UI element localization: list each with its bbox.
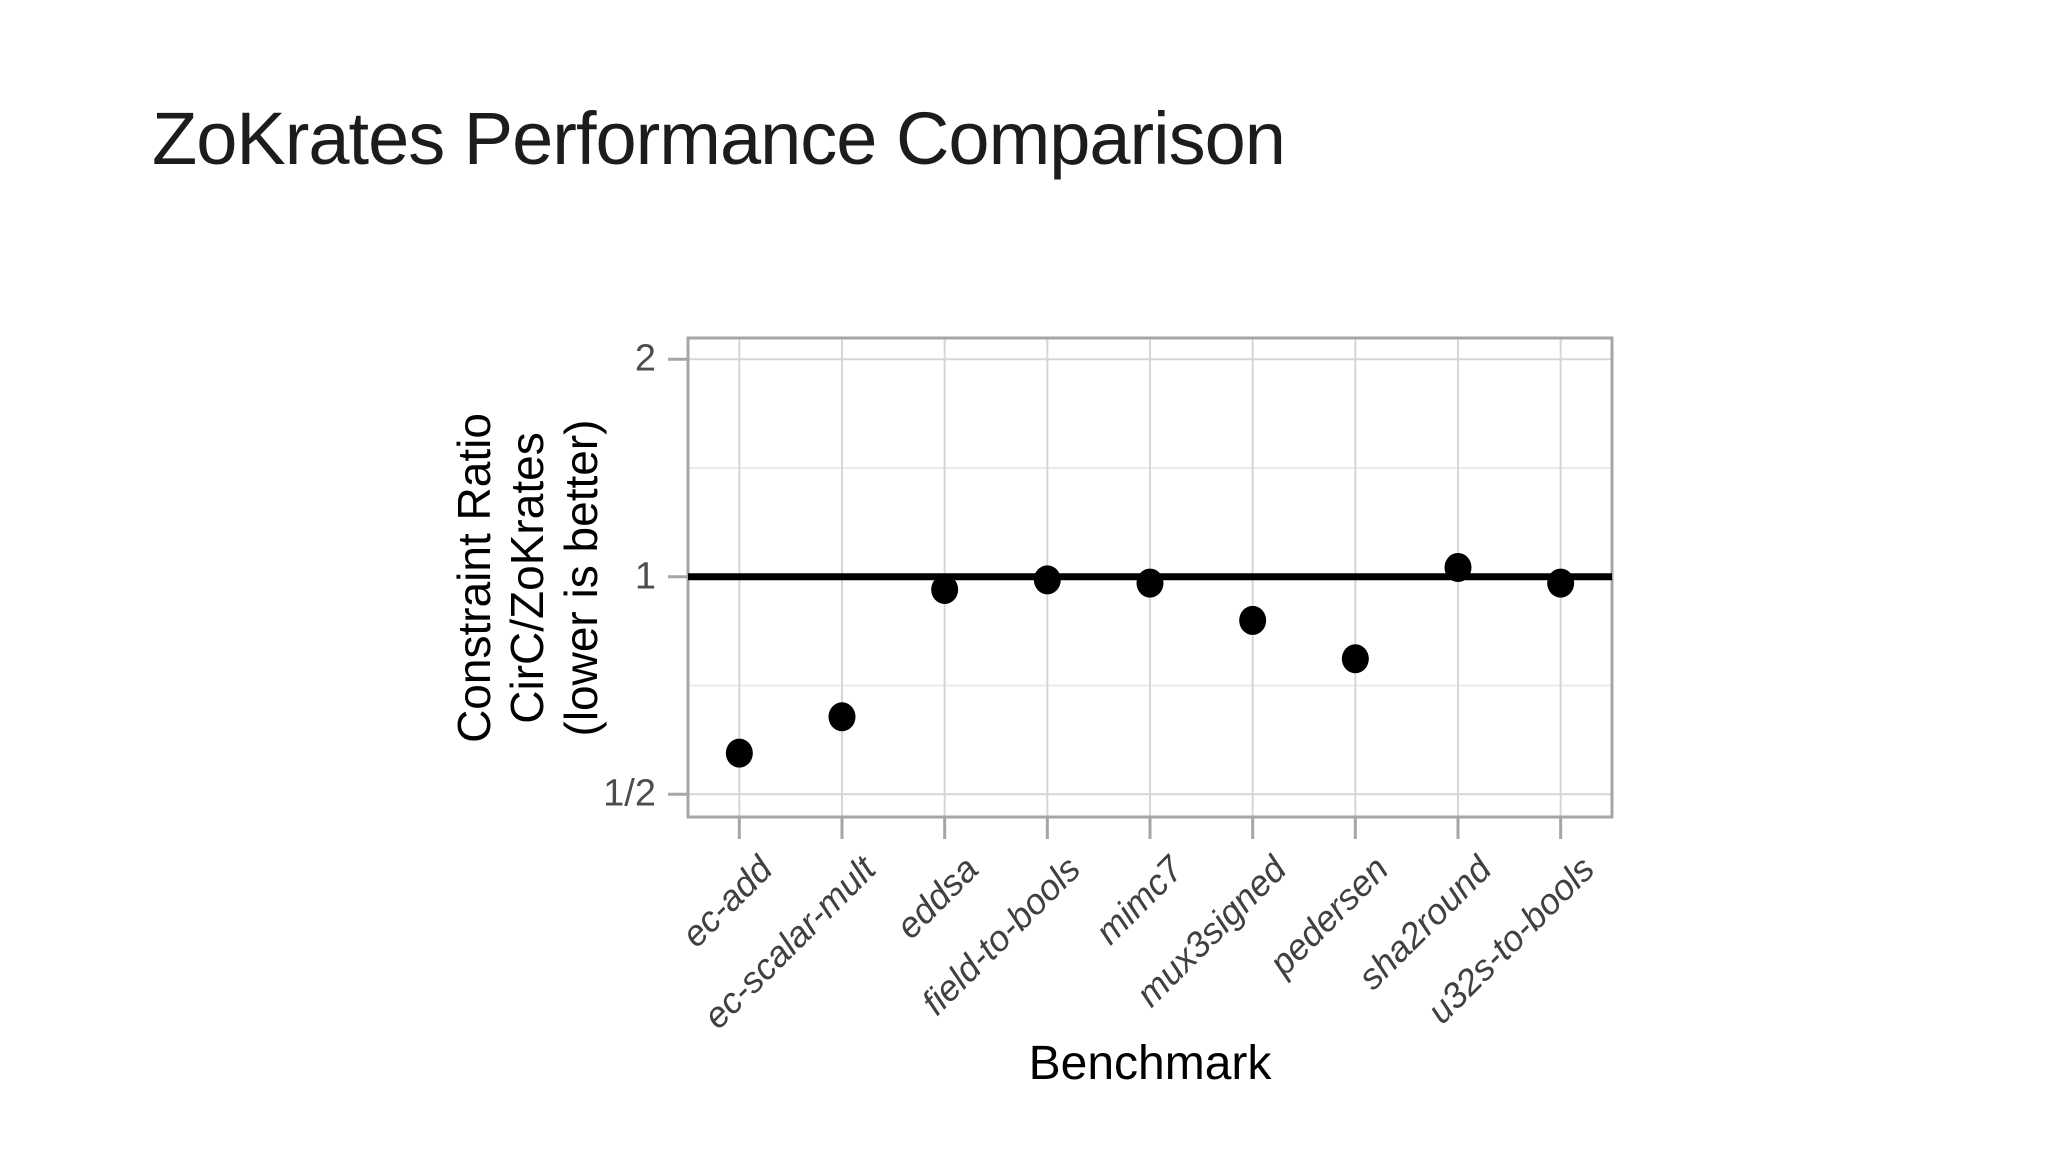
data-point xyxy=(1444,552,1472,582)
slide-title: ZoKrates Performance Comparison xyxy=(152,97,1286,180)
data-point xyxy=(725,738,753,768)
data-point xyxy=(1239,605,1267,635)
x-axis-title: Benchmark xyxy=(1028,1037,1272,1090)
y-axis-title-line2: CirC/ZoKrates xyxy=(501,432,554,724)
y-tick-label: 1 xyxy=(634,555,656,598)
y-tick-label: 1/2 xyxy=(603,772,656,815)
y-axis-title-line1: Constraint Ratio xyxy=(447,413,500,743)
y-axis-title: Constraint Ratio CirC/ZoKrates (lower is… xyxy=(448,413,608,743)
data-point xyxy=(828,702,856,732)
y-axis-title-line3: (lower is better) xyxy=(554,419,607,737)
data-point xyxy=(1547,568,1575,598)
data-point xyxy=(1341,644,1369,674)
data-point xyxy=(1033,565,1061,595)
y-tick-label: 2 xyxy=(634,337,656,380)
data-point xyxy=(931,575,959,605)
data-point xyxy=(1136,568,1164,598)
